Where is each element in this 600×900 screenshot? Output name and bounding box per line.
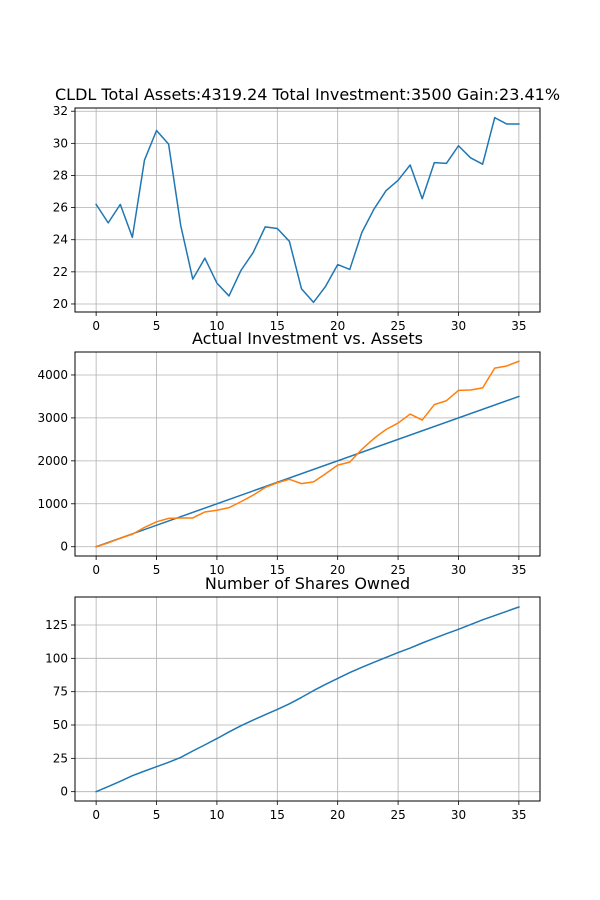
chart-shares-owned-xtick-label: 20 xyxy=(330,808,345,822)
chart-shares-owned-series xyxy=(95,606,520,793)
chart-shares-owned-xtick-label: 5 xyxy=(153,808,161,822)
chart-investment-vs-assets-ticks: 0 5 10 15 20 25 30 35 0 1000 2000 3000 4000 xyxy=(37,368,526,577)
chart-shares-owned-ytick-label: 125 xyxy=(45,618,68,632)
chart-shares-owned-xtick-label: 0 xyxy=(92,808,100,822)
chart-total-assets-xtick-label: 20 xyxy=(330,319,345,333)
chart-shares-owned-ytick-label: 75 xyxy=(53,685,68,699)
chart-total-assets-xtick-label: 30 xyxy=(451,319,466,333)
chart-total-assets-xtick-label: 35 xyxy=(511,319,526,333)
chart-total-assets-xtick-label: 25 xyxy=(390,319,405,333)
chart-total-assets-grid xyxy=(75,108,540,312)
chart-total-assets-title: CLDL Total Assets:4319.24 Total Investme… xyxy=(55,85,560,104)
chart-total-assets-series-line-0 xyxy=(95,116,520,304)
chart-total-assets-frame xyxy=(74,107,541,313)
chart-total-assets-ytick-label: 22 xyxy=(53,265,68,279)
chart-shares-owned-ytick-label: 0 xyxy=(60,785,68,799)
chart-shares-owned: 0 5 10 15 20 25 30 35 0 25 50 75 100 125 Number of Sh… xyxy=(45,574,541,822)
chart-shares-owned-xtick-label: 10 xyxy=(209,808,224,822)
chart-investment-vs-assets-xtick-label: 25 xyxy=(390,563,405,577)
chart-shares-owned-xtick-label: 15 xyxy=(270,808,285,822)
chart-investment-vs-assets-ytick-label: 0 xyxy=(60,540,68,554)
chart-shares-owned-ytick-label: 50 xyxy=(53,718,68,732)
chart-investment-vs-assets-series xyxy=(95,360,520,548)
chart-shares-owned-ytick-label: 100 xyxy=(45,651,68,665)
chart-investment-vs-assets-xtick-label: 0 xyxy=(92,563,100,577)
chart-total-assets-xtick-label: 0 xyxy=(92,319,100,333)
chart-investment-vs-assets-xtick-label: 35 xyxy=(511,563,526,577)
chart-investment-vs-assets-ytick-label: 3000 xyxy=(37,411,68,425)
chart-shares-owned-ytick-label: 25 xyxy=(53,751,68,765)
chart-investment-vs-assets-xtick-label: 30 xyxy=(451,563,466,577)
chart-total-assets-xtick-label: 5 xyxy=(153,319,161,333)
chart-shares-owned-grid xyxy=(75,597,540,801)
chart-total-assets-xtick-label: 15 xyxy=(270,319,285,333)
chart-investment-vs-assets-xtick-label: 20 xyxy=(330,563,345,577)
chart-shares-owned-xtick-label: 35 xyxy=(511,808,526,822)
chart-investment-vs-assets-series-line-0 xyxy=(95,395,520,548)
chart-investment-vs-assets-grid xyxy=(75,352,540,556)
chart-investment-vs-assets-title: Actual Investment vs. Assets xyxy=(192,329,423,348)
chart-total-assets-ytick-label: 28 xyxy=(53,168,68,182)
chart-total-assets-ticks: 0 5 10 15 20 25 30 35 20 22 24 26 28 30 32 xyxy=(53,104,527,333)
chart-total-assets-series xyxy=(95,116,520,304)
chart-total-assets-ytick-label: 24 xyxy=(53,233,68,247)
chart-investment-vs-assets-series-line-1 xyxy=(95,360,520,548)
chart-investment-vs-assets-xtick-label: 5 xyxy=(153,563,161,577)
chart-total-assets-ytick-label: 32 xyxy=(53,104,68,118)
chart-shares-owned-frame xyxy=(74,596,541,802)
chart-investment-vs-assets-ytick-label: 1000 xyxy=(37,497,68,511)
chart-total-assets: 0 5 10 15 20 25 30 35 20 22 24 26 28 30 32 CLDL Total … xyxy=(53,85,560,333)
chart-investment-vs-assets-frame xyxy=(74,351,541,557)
chart-investment-vs-assets-ytick-label: 2000 xyxy=(37,454,68,468)
chart-investment-vs-assets: 0 5 10 15 20 25 30 35 0 1000 2000 3000 4000 Actual I… xyxy=(37,329,541,577)
chart-shares-owned-xtick-label: 25 xyxy=(390,808,405,822)
chart-shares-owned-series-line-0 xyxy=(95,606,520,793)
chart-shares-owned-ticks: 0 5 10 15 20 25 30 35 0 25 50 75 100 125 xyxy=(45,618,526,822)
chart-total-assets-ytick-label: 30 xyxy=(53,136,68,150)
chart-shares-owned-xtick-label: 30 xyxy=(451,808,466,822)
chart-investment-vs-assets-xtick-label: 10 xyxy=(209,563,224,577)
chart-total-assets-ytick-label: 20 xyxy=(53,297,68,311)
chart-shares-owned-title: Number of Shares Owned xyxy=(205,574,410,593)
chart-total-assets-ytick-label: 26 xyxy=(53,201,68,215)
chart-total-assets-xtick-label: 10 xyxy=(209,319,224,333)
chart-investment-vs-assets-xtick-label: 15 xyxy=(270,563,285,577)
chart-investment-vs-assets-ytick-label: 4000 xyxy=(37,368,68,382)
